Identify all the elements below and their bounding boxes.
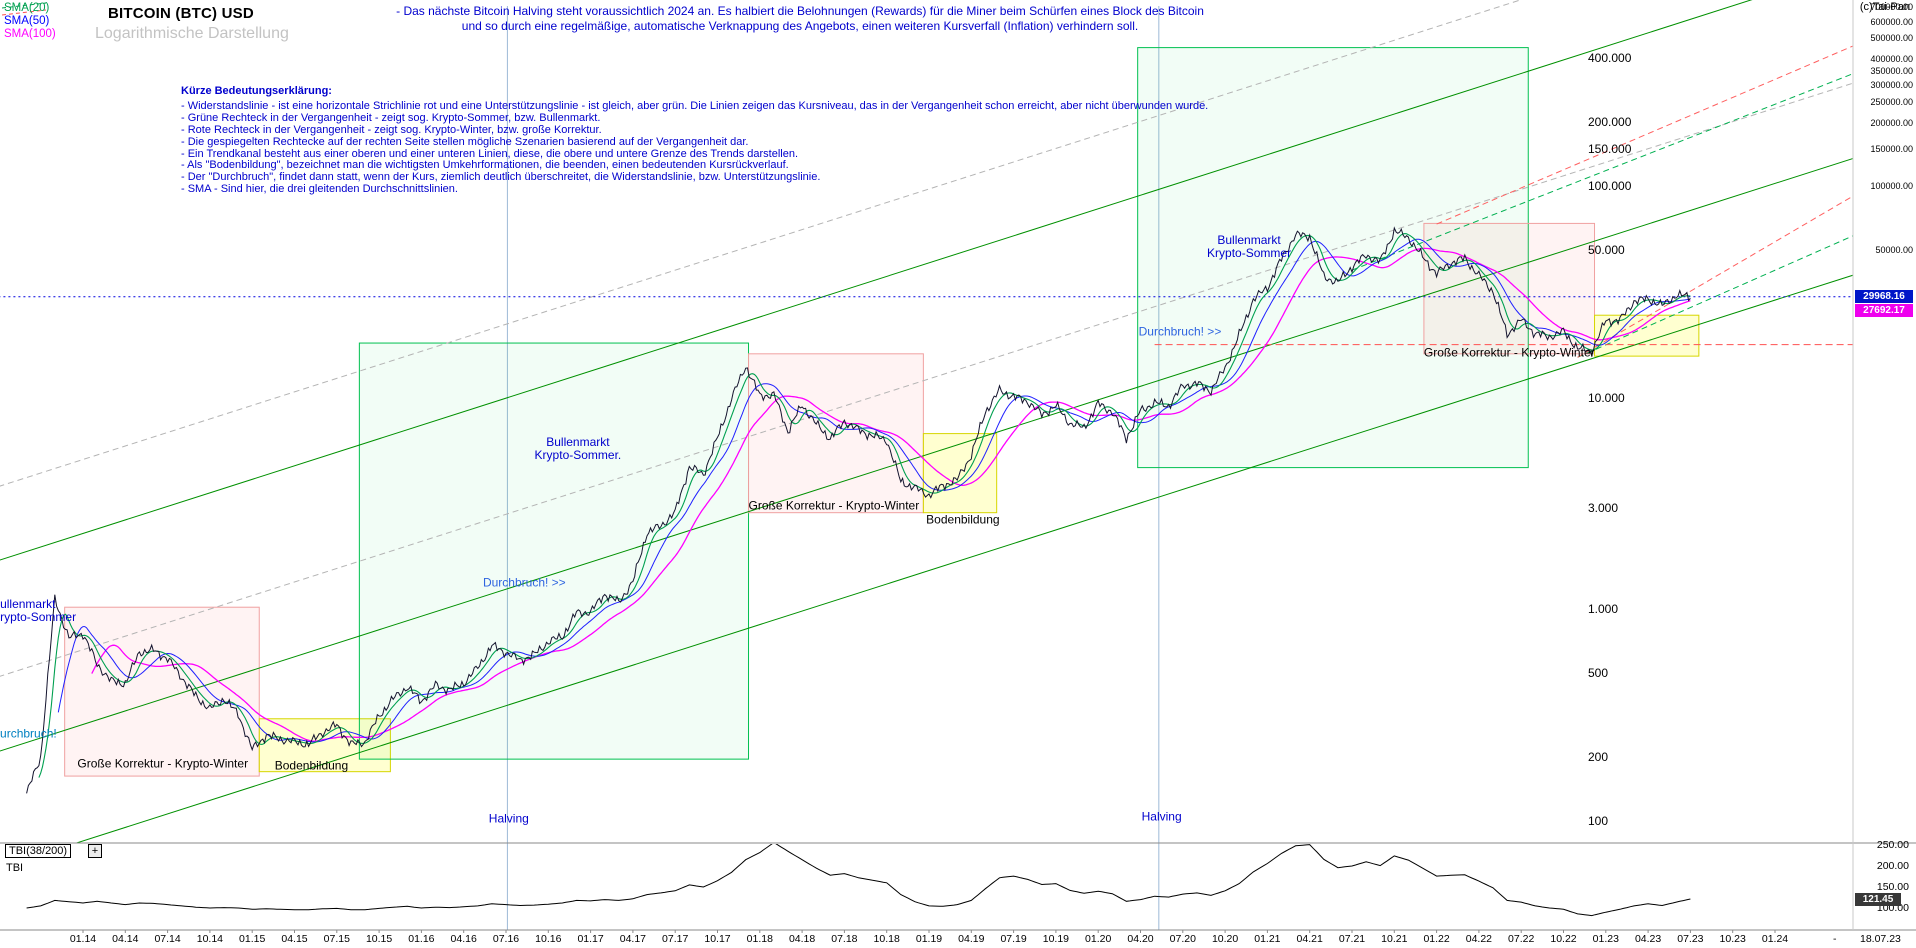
- sma100-price-tag: 27692.17: [1855, 303, 1913, 317]
- krypto-winter-2018: [748, 353, 924, 514]
- krypto-winter-2022: [1423, 222, 1596, 355]
- last-price-tag: 29968.16: [1855, 289, 1913, 303]
- tbi-plot: [26, 844, 1691, 917]
- tbi-value-tag: 121.45: [1855, 892, 1901, 906]
- tbi-expand-button[interactable]: +: [88, 844, 102, 858]
- tbi-line: [26, 844, 1691, 917]
- krypto-winter-2014: [64, 606, 260, 777]
- trend-channel-mid: [0, 157, 1853, 752]
- sma20-line: [38, 233, 1691, 778]
- scenario-green-upper: [1351, 73, 1853, 271]
- sma50-line: [57, 238, 1691, 743]
- scenario-red-lower: [1577, 195, 1853, 358]
- parallel-gray-upper: [0, 0, 1522, 487]
- scenario-red-upper: [1436, 45, 1853, 225]
- krypto-sommer-2016-2017: [358, 342, 750, 760]
- trend-channel-upper: [0, 0, 1753, 561]
- scenario-green-lower: [1577, 235, 1853, 358]
- bodenbildung-2015: [258, 718, 391, 773]
- parallel-gray-lower: [0, 82, 1853, 677]
- trend-channel-lower: [74, 274, 1853, 843]
- sma100-line: [91, 247, 1691, 742]
- tbi-indicator-header[interactable]: TBI(38/200): [5, 844, 72, 858]
- main-plot: [0, 0, 1853, 843]
- btc-price-line: [26, 226, 1691, 794]
